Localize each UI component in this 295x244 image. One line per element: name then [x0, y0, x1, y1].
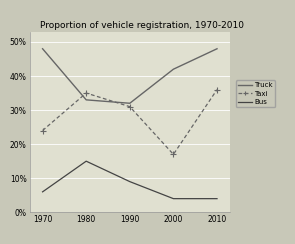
- Legend: Truck, Taxi, Bus: Truck, Taxi, Bus: [236, 80, 275, 107]
- Text: Proportion of vehicle registration, 1970-2010: Proportion of vehicle registration, 1970…: [40, 20, 244, 30]
